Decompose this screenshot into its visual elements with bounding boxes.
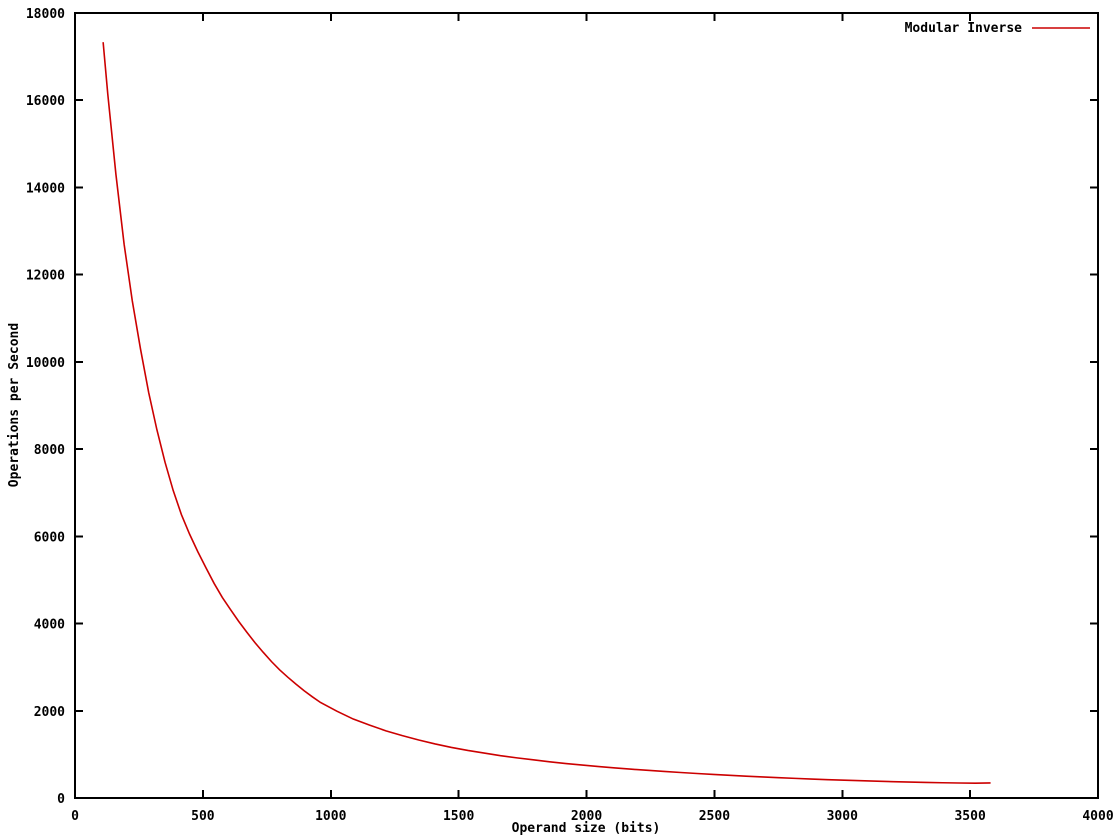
x-tick-label: 1500: [443, 809, 474, 824]
x-tick-label: 3000: [827, 809, 858, 824]
tick-labels: 0200040006000800010000120001400016000180…: [26, 7, 1114, 824]
y-tick-label: 2000: [34, 705, 65, 720]
y-tick-label: 18000: [26, 7, 65, 22]
tick-marks: [74, 12, 1099, 799]
y-tick-label: 8000: [34, 443, 65, 458]
y-tick-label: 14000: [26, 181, 65, 196]
y-tick-label: 10000: [26, 356, 65, 371]
x-tick-label: 2500: [699, 809, 730, 824]
chart-legend: Modular Inverse: [905, 21, 1090, 36]
x-tick-label: 0: [71, 809, 79, 824]
x-tick-label: 3500: [954, 809, 985, 824]
y-axis-title: Operations per Second: [7, 323, 22, 487]
y-tick-label: 16000: [26, 94, 65, 109]
plot-axis-frame: [74, 12, 1099, 799]
legend-label: Modular Inverse: [905, 21, 1023, 36]
x-tick-label: 500: [191, 809, 215, 824]
x-tick-label: 1000: [315, 809, 346, 824]
y-tick-label: 12000: [26, 269, 65, 284]
data-series: [102, 42, 991, 784]
x-tick-label: 4000: [1082, 809, 1113, 824]
x-tick-label: 2000: [571, 809, 602, 824]
series-line-modular-inverse: [102, 42, 991, 784]
y-tick-label: 4000: [34, 618, 65, 633]
y-tick-label: 0: [57, 792, 65, 807]
y-tick-label: 6000: [34, 530, 65, 545]
x-axis-title: Operand size (bits): [512, 821, 661, 836]
